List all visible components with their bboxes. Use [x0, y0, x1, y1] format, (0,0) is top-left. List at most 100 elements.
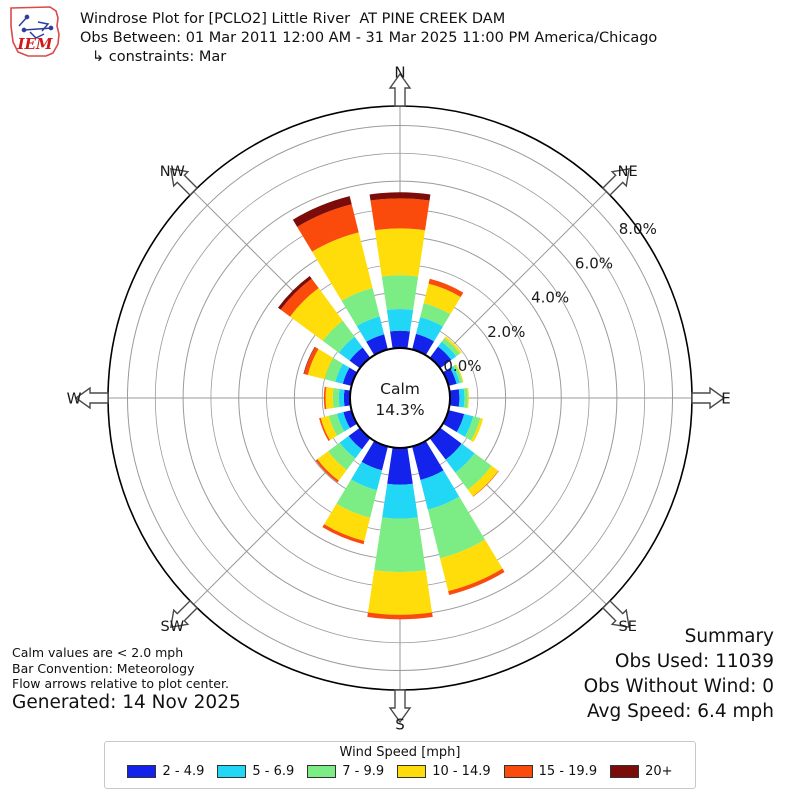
iem-logo: IEM — [6, 4, 64, 60]
compass-label-nw: NW — [160, 164, 185, 180]
windrose-bar-segment — [322, 320, 355, 353]
compass-label-se: SE — [619, 619, 637, 635]
windrose-bar-segment — [335, 363, 350, 384]
windrose-bar-segment — [450, 366, 460, 384]
windrose-plot: 0.0% 2.0% 4.0% 6.0% 8.0% N NE E SE S SW W NW Calm 14… — [0, 60, 800, 731]
compass-label-sw: SW — [161, 619, 185, 635]
windrose-bar-segment — [369, 192, 431, 201]
windrose-bar-segment — [429, 427, 462, 460]
windrose-bar-segment — [323, 386, 327, 410]
radial-tick-label: 2.0% — [487, 323, 525, 341]
windrose-bar-segment — [387, 447, 413, 485]
legend-swatch — [503, 765, 533, 778]
compass-label-n: N — [394, 64, 405, 82]
windrose-bar-segment — [320, 415, 338, 441]
grid-ring — [154, 152, 646, 644]
windrose-bar-segment — [292, 196, 352, 227]
radial-tick-label: 6.0% — [575, 254, 613, 272]
windrose-bar-segment — [428, 278, 464, 297]
legend-swatch — [610, 765, 640, 778]
title-line-1: Windrose Plot for [PCLO2] Little River A… — [80, 11, 506, 27]
windrose-bar-segment — [427, 496, 486, 559]
summary-title: Summary — [684, 626, 774, 647]
windrose-bar-segment — [455, 453, 492, 490]
windrose-bar-segment — [341, 287, 380, 327]
windrose-bar-segment — [370, 198, 430, 231]
legend-item[interactable]: 5 - 6.9 — [217, 764, 294, 779]
calm-center — [349, 347, 451, 449]
windrose-bar-segment — [470, 418, 484, 443]
flow-arrow-icon — [388, 689, 412, 724]
windrose-bar-segment — [415, 317, 443, 342]
windrose-bar-segment — [458, 388, 465, 408]
compass-label-e: E — [721, 390, 730, 408]
windrose-bar-segment — [307, 349, 334, 380]
direction-labels: N NE E SE S SW W NW — [67, 64, 731, 731]
legend-item[interactable]: 2 - 4.9 — [127, 764, 204, 779]
windrose-bar-segment — [464, 416, 481, 441]
legend-item[interactable]: 7 - 9.9 — [307, 764, 384, 779]
windrose-bar-segment — [455, 364, 464, 383]
calm-label: Calm 14.3% — [375, 380, 424, 419]
windrose-bar-segment — [297, 204, 359, 252]
grid-spoke — [435, 191, 607, 363]
windrose-bar-segment — [412, 333, 435, 356]
flow-arrow-icon — [691, 386, 726, 410]
title-line-2: Obs Between: 01 Mar 2011 12:00 AM - 31 M… — [80, 30, 658, 46]
windrose-bar-segment — [467, 387, 469, 409]
radial-tick-labels: 0.0% 2.0% 4.0% 6.0% 8.0% — [443, 220, 656, 375]
flow-arrow-icon — [74, 386, 109, 410]
radial-tick-label: 8.0% — [619, 220, 657, 238]
windrose-bar-segment — [325, 386, 334, 410]
legend-item[interactable]: 15 - 19.9 — [503, 764, 597, 779]
legend-title: Wind Speed [mph] — [339, 745, 461, 760]
summary-obs-without-wind: Obs Without Wind: 0 — [583, 676, 774, 697]
windrose-bar-segment — [367, 570, 433, 615]
windrose-bar-segment — [452, 364, 463, 384]
radial-tick-label: 4.0% — [531, 289, 569, 307]
footnote-arrows: Flow arrows relative to plot center. — [12, 676, 229, 691]
windrose-bar-segment — [467, 465, 499, 497]
windrose-bar-segment — [277, 275, 312, 310]
generated-date: Generated: 14 Nov 2025 — [12, 692, 241, 713]
windrose-bar-segment — [374, 517, 426, 573]
legend-swatch — [307, 765, 337, 778]
windrose-bar-segment — [367, 612, 433, 620]
flow-arrow-icon — [388, 72, 412, 107]
summary-avg-speed: Avg Speed: 6.4 mph — [586, 701, 774, 722]
calm-text-value: 14.3% — [375, 401, 424, 419]
compass-label-ne: NE — [618, 164, 638, 180]
flow-arrow-icon — [601, 599, 630, 628]
windrose-bar-segment — [386, 309, 414, 332]
legend-item[interactable]: 10 - 14.9 — [397, 764, 491, 779]
windrose-bar-segment — [336, 412, 350, 432]
windrose-bar-segment — [445, 443, 475, 473]
windrose-bar-segment — [339, 436, 362, 459]
windrose-bar-segment — [343, 389, 351, 407]
windrose-bar-segment — [336, 479, 378, 518]
flow-arrow-icon — [170, 599, 199, 628]
svg-text:IEM: IEM — [16, 35, 52, 53]
windrose-bar-segment — [324, 357, 343, 382]
direction-arrows — [74, 72, 726, 724]
summary-obs-used: Obs Used: 11039 — [614, 651, 774, 672]
windrose-bar-segment — [423, 283, 461, 315]
windrose-bar-segment — [332, 388, 340, 408]
compass-label-s: S — [395, 716, 405, 731]
summary-block: Summary Obs Used: 11039 Obs Without Wind… — [584, 624, 774, 724]
legend-item[interactable]: 20+ — [610, 764, 673, 779]
windrose-bar-segment — [324, 503, 371, 541]
windrose-bar-segment — [420, 470, 460, 510]
footnote-convention: Bar Convention: Meteorology — [12, 660, 195, 676]
footnote-calm: Calm values are < 2.0 mph — [12, 645, 184, 660]
windrose-bar-segment — [449, 389, 460, 407]
windrose-bar-segment — [342, 367, 358, 386]
windrose-bar-segment — [390, 330, 410, 349]
windrose-bar-segment — [463, 387, 468, 409]
legend-label: 5 - 6.9 — [252, 764, 295, 779]
compass-label-w: W — [67, 390, 82, 408]
legend-label: 20+ — [645, 764, 673, 779]
legend-swatch — [397, 765, 427, 778]
legend-label: 7 - 9.9 — [342, 764, 385, 779]
windrose-bar-segment — [429, 346, 452, 369]
